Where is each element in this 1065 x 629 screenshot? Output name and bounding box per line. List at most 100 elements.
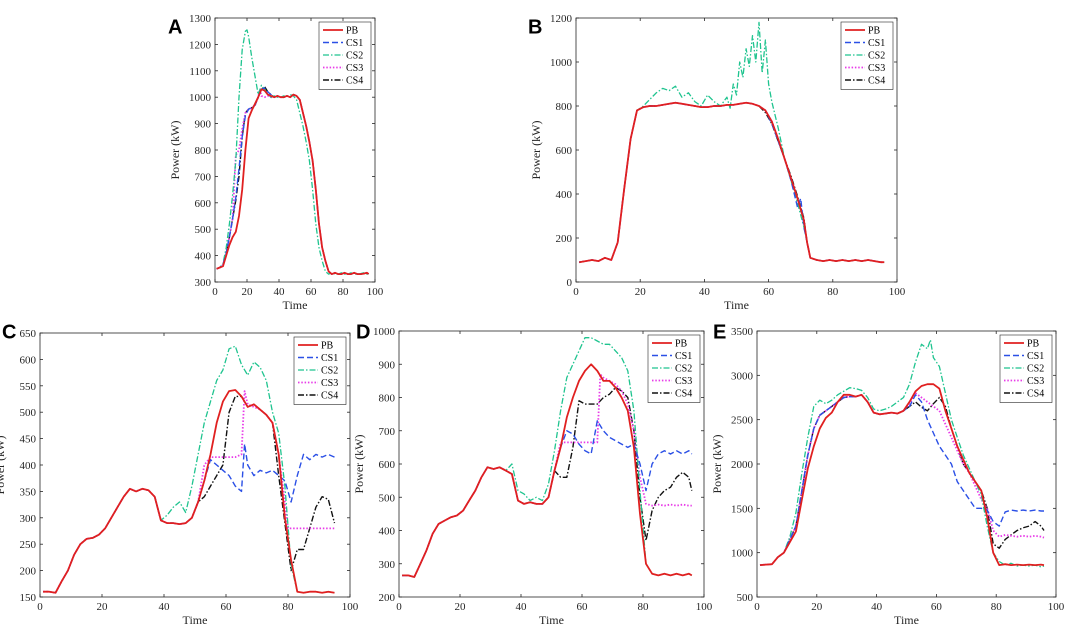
x-tick-label: 80 [827, 286, 839, 298]
x-tick-label: 100 [696, 601, 713, 613]
y-tick-label: 600 [556, 145, 573, 157]
y-tick-label: 600 [195, 198, 212, 210]
y-tick-label: 1300 [189, 13, 212, 25]
y-tick-label: 500 [20, 407, 37, 419]
y-tick-label: 1000 [731, 548, 754, 560]
x-tick-label: 40 [274, 286, 286, 298]
legend-label: CS4 [321, 391, 338, 402]
series-line-pb [759, 383, 1045, 566]
legend-label: CS1 [1027, 351, 1044, 362]
y-tick-label: 400 [379, 526, 396, 538]
y-tick-label: 2000 [731, 459, 754, 471]
x-tick-label: 60 [577, 601, 589, 613]
legend-box [647, 334, 701, 403]
y-tick-label: 600 [20, 354, 37, 366]
legend-label: CS3 [868, 63, 885, 74]
y-tick-label: 3000 [731, 370, 754, 382]
legend-box [840, 21, 894, 90]
legend-label: PB [1027, 339, 1040, 350]
legend-label: PB [675, 339, 688, 350]
legend-label: CS1 [868, 38, 885, 49]
series-line-pb [43, 389, 335, 594]
y-tick-label: 900 [195, 119, 212, 131]
y-tick-label: 700 [195, 171, 212, 183]
panel-letter: D [356, 322, 370, 344]
y-axis-label: Power (kW) [529, 121, 543, 180]
panel-b: B0 20 40 60 80 100020040060080010001200TimePo… [528, 13, 906, 312]
y-tick-label: 0 [567, 277, 573, 289]
series-line-pb [402, 363, 693, 578]
y-tick-label: 400 [195, 251, 212, 263]
x-axis-label: Time [539, 613, 564, 627]
legend-label: PB [321, 341, 334, 352]
panel-d: D 0 20 40 60 80 100 200 300 400 500 600 700 800 900 100… [352, 322, 713, 627]
y-tick-label: 300 [20, 513, 37, 525]
y-tick-label: 300 [195, 277, 212, 289]
x-tick-label: 0 [573, 286, 579, 298]
y-tick-label: 150 [20, 592, 37, 604]
x-tick-label: 20 [97, 601, 109, 613]
panel-e: E 0 20 40 60 80 100 500 1000 1500 2000 2500 3000 3500… [710, 322, 1065, 627]
y-tick-label: 200 [379, 592, 396, 604]
y-tick-label: 700 [379, 426, 396, 438]
series-line-cs4 [216, 85, 370, 275]
y-tick-label: 600 [379, 459, 396, 471]
legend-label: CS4 [346, 76, 363, 87]
y-tick-label: 450 [20, 434, 37, 446]
x-axis-label: Time [183, 613, 208, 627]
series-line-cs2 [579, 21, 885, 263]
y-tick-label: 300 [379, 559, 396, 571]
y-tick-label: 500 [195, 224, 212, 236]
legend-label: CS1 [321, 353, 338, 364]
legend-label: PB [346, 26, 359, 37]
series-line-pb [579, 101, 885, 264]
x-axis-label: Time [724, 298, 749, 312]
x-tick-label: 0 [212, 286, 218, 298]
y-tick-label: 1000 [550, 57, 573, 69]
x-tick-label: 40 [159, 601, 171, 613]
legend-label: CS3 [1027, 376, 1044, 387]
y-axis-label: Power (kW) [352, 435, 366, 494]
y-tick-label: 1500 [731, 503, 754, 515]
y-tick-label: 500 [737, 592, 754, 604]
legend-box [999, 334, 1053, 403]
y-tick-label: 3500 [731, 326, 754, 338]
legend-label: CS4 [868, 76, 885, 87]
x-tick-label: 20 [455, 601, 467, 613]
x-tick-label: 60 [306, 286, 318, 298]
legend-label: CS2 [1027, 364, 1044, 375]
x-tick-label: 60 [221, 601, 233, 613]
legend-box [293, 336, 347, 405]
x-tick-label: 100 [889, 286, 906, 298]
x-tick-label: 0 [37, 601, 43, 613]
y-tick-label: 1000 [373, 326, 396, 338]
x-tick-label: 100 [342, 601, 359, 613]
x-tick-label: 40 [699, 286, 711, 298]
panel-a: A 0 20 40 60 80 100 300 400 500 600 700 800 900 1000 11… [168, 13, 384, 312]
panel-c: C 0 20 40 60 80 100 150 200 250 300 350 400 450 500 550… [0, 322, 359, 627]
legend-label: CS3 [321, 378, 338, 389]
y-tick-label: 1200 [550, 13, 573, 25]
legend-label: CS2 [321, 366, 338, 377]
y-tick-label: 250 [20, 539, 37, 551]
x-tick-label: 40 [516, 601, 528, 613]
x-tick-label: 80 [283, 601, 295, 613]
y-tick-label: 1100 [189, 66, 211, 78]
legend-label: CS2 [346, 51, 363, 62]
legend-label: CS4 [675, 389, 692, 400]
legend-label: CS3 [346, 63, 363, 74]
series-line-cs4 [43, 395, 336, 594]
x-tick-label: 80 [338, 286, 350, 298]
series-line-cs3 [402, 373, 692, 578]
y-tick-label: 1000 [189, 92, 212, 104]
panel-letter: A [168, 17, 182, 39]
x-tick-label: 80 [991, 601, 1003, 613]
y-tick-label: 350 [20, 486, 37, 498]
series-line-cs2 [759, 339, 1045, 568]
series-line-cs3 [216, 88, 370, 276]
